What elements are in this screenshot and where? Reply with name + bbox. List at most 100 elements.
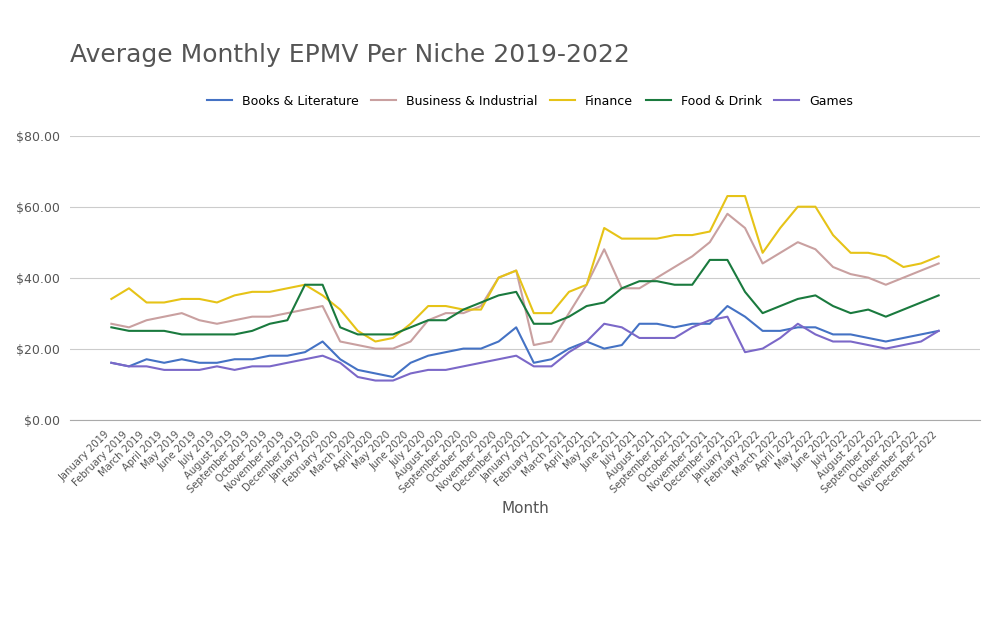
Games <box>229 366 241 374</box>
Games <box>774 334 786 342</box>
Games <box>598 320 610 328</box>
Business & Industrial <box>281 310 293 317</box>
Books & Literature <box>176 355 188 363</box>
Business & Industrial <box>704 239 716 246</box>
Business & Industrial <box>915 267 927 274</box>
Finance <box>264 288 276 296</box>
Food & Drink <box>528 320 540 328</box>
Business & Industrial <box>581 281 593 289</box>
Business & Industrial <box>422 317 434 324</box>
Games <box>369 377 381 384</box>
Finance <box>757 249 769 257</box>
Games <box>493 355 505 363</box>
Books & Literature <box>440 349 452 356</box>
Games <box>757 345 769 352</box>
Games <box>827 338 839 346</box>
Games <box>721 313 733 320</box>
Books & Literature <box>757 327 769 334</box>
Books & Literature <box>264 352 276 359</box>
Food & Drink <box>141 327 153 334</box>
Finance <box>633 235 645 242</box>
Games <box>475 359 487 366</box>
Games <box>317 352 329 359</box>
Finance <box>422 302 434 310</box>
Business & Industrial <box>545 338 557 346</box>
Games <box>405 370 417 377</box>
Games <box>211 363 223 370</box>
Books & Literature <box>369 370 381 377</box>
Games <box>792 320 804 328</box>
Games <box>299 355 311 363</box>
Business & Industrial <box>317 302 329 310</box>
Food & Drink <box>545 320 557 328</box>
Line: Food & Drink: Food & Drink <box>111 260 939 334</box>
Books & Literature <box>792 323 804 331</box>
Line: Business & Industrial: Business & Industrial <box>111 213 939 349</box>
Business & Industrial <box>493 274 505 281</box>
Business & Industrial <box>229 317 241 324</box>
Games <box>897 341 909 349</box>
Food & Drink <box>317 281 329 289</box>
Finance <box>405 320 417 328</box>
Food & Drink <box>352 331 364 338</box>
Finance <box>317 292 329 299</box>
Books & Literature <box>317 338 329 346</box>
Business & Industrial <box>457 310 469 317</box>
Business & Industrial <box>880 281 892 289</box>
Books & Literature <box>299 349 311 356</box>
Business & Industrial <box>897 274 909 281</box>
Books & Literature <box>422 352 434 359</box>
Finance <box>387 334 399 342</box>
Books & Literature <box>493 338 505 346</box>
Food & Drink <box>158 327 170 334</box>
Food & Drink <box>616 284 628 292</box>
Business & Industrial <box>141 317 153 324</box>
Food & Drink <box>246 327 258 334</box>
Food & Drink <box>739 288 751 296</box>
Food & Drink <box>123 327 135 334</box>
Finance <box>915 260 927 267</box>
Games <box>563 349 575 356</box>
Food & Drink <box>457 306 469 313</box>
Finance <box>510 267 522 274</box>
Food & Drink <box>440 317 452 324</box>
Finance <box>440 302 452 310</box>
Books & Literature <box>704 320 716 328</box>
X-axis label: Month: Month <box>501 501 549 516</box>
Finance <box>563 288 575 296</box>
Food & Drink <box>792 296 804 303</box>
Business & Industrial <box>598 246 610 253</box>
Business & Industrial <box>633 284 645 292</box>
Business & Industrial <box>933 260 945 267</box>
Finance <box>457 306 469 313</box>
Food & Drink <box>211 331 223 338</box>
Food & Drink <box>598 299 610 306</box>
Business & Industrial <box>510 267 522 274</box>
Food & Drink <box>880 313 892 320</box>
Business & Industrial <box>757 260 769 267</box>
Finance <box>933 253 945 260</box>
Games <box>334 359 346 366</box>
Games <box>123 363 135 370</box>
Books & Literature <box>633 320 645 328</box>
Food & Drink <box>369 331 381 338</box>
Games <box>141 363 153 370</box>
Games <box>704 317 716 324</box>
Food & Drink <box>581 302 593 310</box>
Finance <box>211 299 223 306</box>
Books & Literature <box>739 313 751 320</box>
Food & Drink <box>669 281 681 289</box>
Food & Drink <box>933 292 945 299</box>
Games <box>545 363 557 370</box>
Finance <box>493 274 505 281</box>
Business & Industrial <box>669 263 681 271</box>
Books & Literature <box>563 345 575 352</box>
Finance <box>739 193 751 200</box>
Finance <box>528 310 540 317</box>
Games <box>933 327 945 334</box>
Food & Drink <box>229 331 241 338</box>
Books & Literature <box>809 323 821 331</box>
Food & Drink <box>176 331 188 338</box>
Business & Industrial <box>158 313 170 320</box>
Business & Industrial <box>475 302 487 310</box>
